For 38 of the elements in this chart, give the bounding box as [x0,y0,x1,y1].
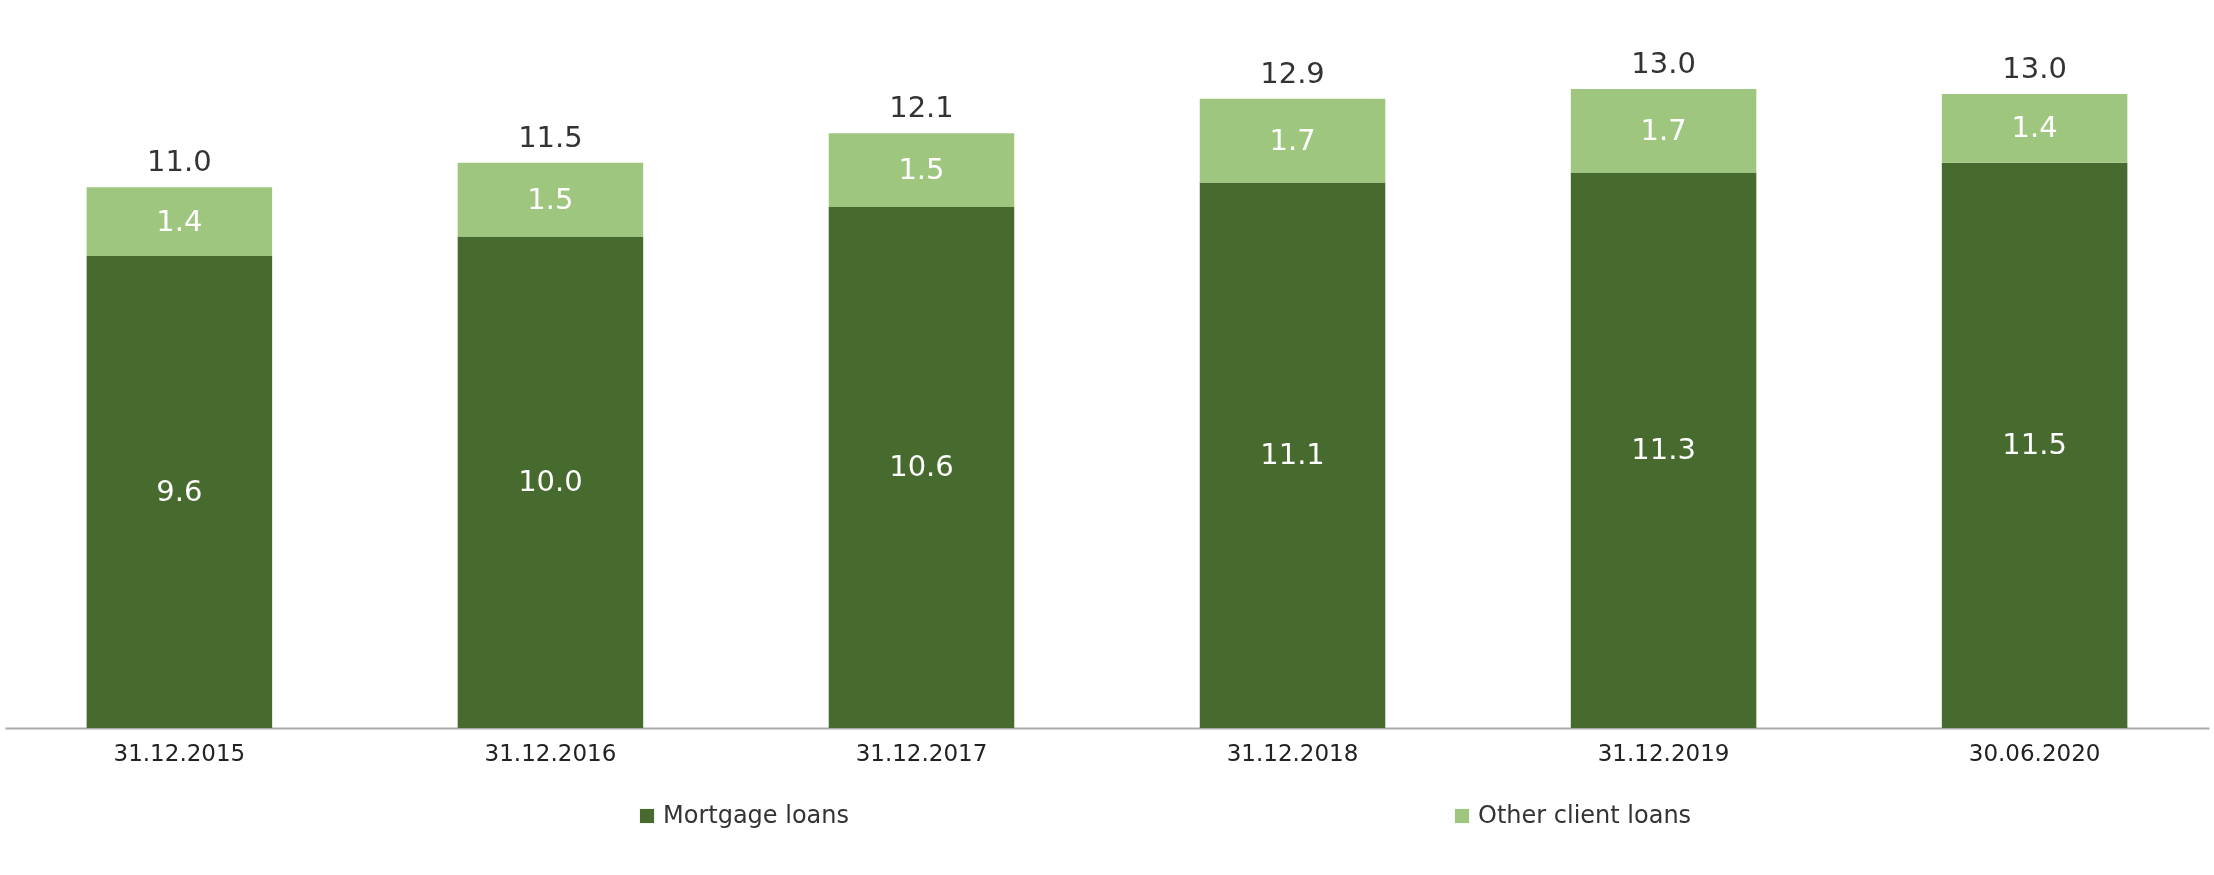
data-label: 11.5 [2002,427,2067,462]
bar [1570,172,1757,728]
data-label: 1.7 [1269,122,1316,157]
legend-label: Mortgage loans [663,801,850,829]
x-tick-label: 31.12.2015 [113,739,246,766]
bar [86,256,273,728]
data-label: 1.5 [898,152,945,187]
data-label: 11.3 [1631,432,1696,467]
bar [1941,93,2128,163]
x-tick-label: 30.06.2020 [1968,739,2101,766]
total-label: 11.5 [518,119,583,154]
total-label: 13.0 [1631,46,1696,80]
x-tick-label: 31.12.2016 [484,739,617,766]
x-tick-label: 31.12.2017 [855,739,988,766]
total-label: 11.0 [147,144,212,179]
bar [1570,89,1757,173]
bar [1941,162,2128,728]
data-label: 10.0 [518,464,583,499]
bar [828,133,1015,207]
data-label: 9.6 [156,474,203,509]
x-tick-label: 31.12.2019 [1597,739,1730,766]
data-label: 10.6 [889,449,954,484]
data-label: 1.4 [2011,110,2058,145]
bar [828,206,1015,728]
legend-label: Other client loans [1478,801,1692,829]
total-label: 12.9 [1260,55,1325,90]
total-label: 12.1 [889,90,954,125]
total-label: 13.0 [2002,50,2067,85]
data-label: 11.1 [1260,437,1325,472]
data-label: 1.5 [527,181,574,216]
bar [86,187,273,257]
bar [457,236,644,728]
data-label: 1.4 [156,203,203,238]
x-tick-label: 31.12.2018 [1226,739,1359,766]
data-label: 1.7 [1640,112,1687,147]
bar [457,162,644,237]
bar [1199,182,1386,728]
bar [1199,98,1386,183]
